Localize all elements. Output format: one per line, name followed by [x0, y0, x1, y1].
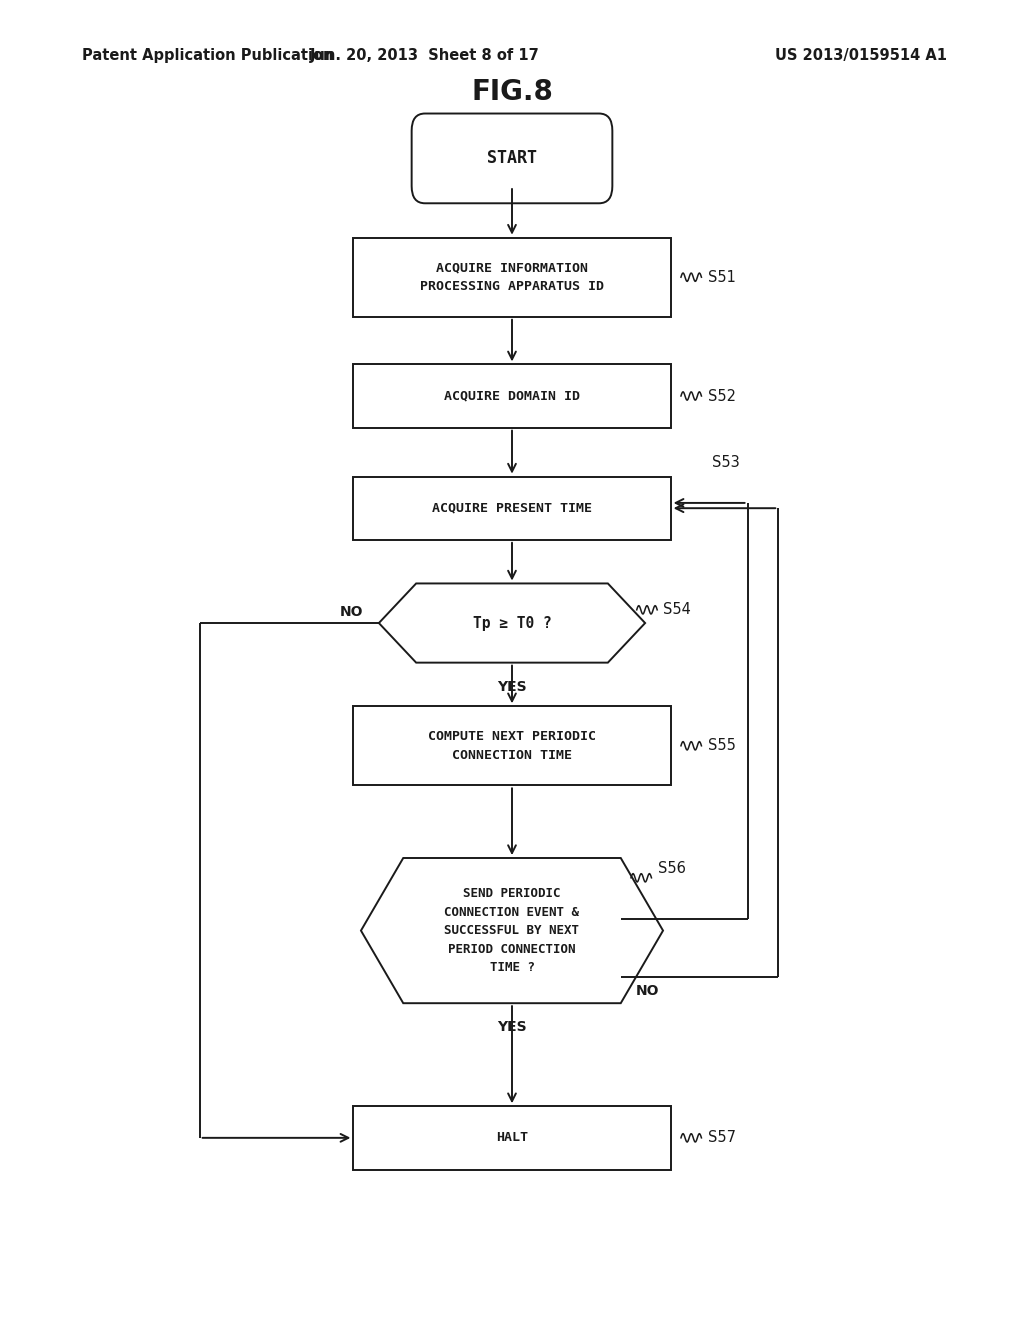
Bar [353, 238, 671, 317]
Text: ACQUIRE PRESENT TIME: ACQUIRE PRESENT TIME [432, 502, 592, 515]
Text: START: START [487, 149, 537, 168]
Text: ACQUIRE DOMAIN ID: ACQUIRE DOMAIN ID [444, 389, 580, 403]
Bar [353, 477, 671, 540]
Text: Tp ≥ T0 ?: Tp ≥ T0 ? [473, 615, 551, 631]
Text: COMPUTE NEXT PERIODIC
CONNECTION TIME: COMPUTE NEXT PERIODIC CONNECTION TIME [428, 730, 596, 762]
Bar [353, 706, 671, 785]
Text: S55: S55 [708, 738, 735, 754]
Text: S51: S51 [708, 269, 735, 285]
Text: S57: S57 [708, 1130, 735, 1146]
Text: HALT: HALT [496, 1131, 528, 1144]
Text: US 2013/0159514 A1: US 2013/0159514 A1 [775, 48, 947, 63]
Text: ACQUIRE INFORMATION
PROCESSING APPARATUS ID: ACQUIRE INFORMATION PROCESSING APPARATUS… [420, 261, 604, 293]
Text: S54: S54 [664, 602, 691, 618]
Text: S53: S53 [712, 455, 739, 470]
Text: Patent Application Publication: Patent Application Publication [82, 48, 334, 63]
Polygon shape [379, 583, 645, 663]
Text: S56: S56 [657, 861, 685, 876]
Text: YES: YES [498, 1020, 526, 1035]
Bar [353, 364, 671, 428]
Text: NO: NO [636, 983, 659, 998]
Bar [353, 1106, 671, 1170]
Text: YES: YES [498, 680, 526, 694]
Text: S52: S52 [708, 388, 735, 404]
FancyBboxPatch shape [412, 114, 612, 203]
Text: FIG.8: FIG.8 [471, 78, 553, 107]
Text: SEND PERIODIC
CONNECTION EVENT &
SUCCESSFUL BY NEXT
PERIOD CONNECTION
TIME ?: SEND PERIODIC CONNECTION EVENT & SUCCESS… [444, 887, 580, 974]
Text: Jun. 20, 2013  Sheet 8 of 17: Jun. 20, 2013 Sheet 8 of 17 [310, 48, 540, 63]
Polygon shape [361, 858, 664, 1003]
Text: NO: NO [340, 606, 364, 619]
